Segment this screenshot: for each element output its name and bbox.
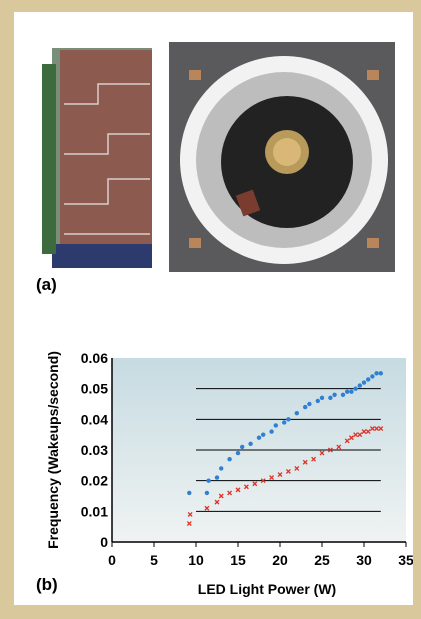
- data-point-blue: [214, 475, 220, 480]
- data-point-red: [319, 450, 325, 456]
- x-tick-label: 0: [108, 552, 116, 568]
- x-tick-label: 35: [398, 552, 413, 568]
- y-axis-label: Frequency (Wakeups/second): [45, 351, 61, 549]
- x-tick-label: 5: [150, 552, 158, 568]
- y-tick-label: 0.06: [81, 350, 108, 366]
- data-point-blue: [227, 457, 232, 462]
- data-point-red: [227, 490, 233, 496]
- data-point-blue: [345, 389, 350, 394]
- data-point-red: [357, 432, 363, 438]
- data-point-red: [336, 444, 342, 450]
- x-axis-label: LED Light Power (W): [198, 581, 336, 597]
- data-point-blue: [374, 371, 379, 376]
- solar-cell-photo: [42, 48, 152, 268]
- frequency-vs-power-chart: 00.010.020.030.040.050.060 5 10 15 20 25 30 35 …: [45, 350, 413, 597]
- data-point-blue: [303, 404, 308, 410]
- x-tick-label: 30: [356, 552, 372, 568]
- y-tick-label: 0.04: [81, 411, 108, 427]
- data-point-red: [369, 426, 375, 431]
- data-point-red: [353, 432, 359, 438]
- data-point-blue: [370, 374, 375, 379]
- data-point-red: [277, 472, 283, 477]
- data-point-blue: [256, 435, 262, 440]
- data-point-red: [260, 478, 266, 484]
- data-point-blue: [378, 371, 383, 376]
- data-point-red: [344, 438, 350, 444]
- data-point-red: [374, 426, 380, 431]
- data-point-red: [269, 475, 275, 481]
- data-point-red: [378, 426, 384, 431]
- data-point-red: [235, 487, 241, 493]
- data-point-blue: [315, 398, 320, 404]
- data-point-red: [243, 484, 249, 490]
- data-point-blue: [366, 377, 371, 382]
- data-point-red: [348, 435, 354, 441]
- x-tick-label: 25: [314, 552, 330, 568]
- data-point-blue: [286, 417, 291, 422]
- x-tick-label: 15: [230, 552, 246, 568]
- data-point-blue: [307, 401, 312, 407]
- data-point-red: [302, 459, 308, 465]
- data-point-blue: [353, 386, 358, 391]
- data-point-blue: [273, 423, 278, 428]
- data-point-red: [218, 493, 224, 499]
- data-point-red: [327, 447, 333, 453]
- data-point-blue: [219, 466, 224, 471]
- led-light-source-photo: [169, 42, 395, 272]
- data-point-red: [311, 456, 317, 462]
- data-point-blue: [328, 395, 333, 401]
- data-point-blue: [349, 389, 354, 394]
- data-point-blue: [235, 450, 241, 456]
- data-point-blue: [206, 478, 211, 483]
- data-point-red: [285, 469, 291, 474]
- figure: (a) 0 0.01 0.02 0.03 0.04 0.05 0.06 0 5 10 15 20 25 3…: [14, 12, 413, 605]
- data-point-red: [365, 429, 371, 435]
- data-point-blue: [204, 490, 210, 496]
- panel-a-label: (a): [36, 275, 57, 294]
- data-point-red: [204, 505, 210, 511]
- y-tick-label: 0.03: [81, 442, 108, 458]
- data-point-blue: [319, 395, 325, 401]
- data-point-red: [294, 465, 300, 471]
- data-point-red: [252, 481, 258, 487]
- y-tick-label: 0.05: [81, 381, 108, 397]
- data-point-blue: [187, 490, 192, 496]
- data-point-blue: [261, 432, 266, 437]
- y-tick-label: 0: [100, 534, 108, 550]
- data-point-blue: [294, 411, 299, 416]
- data-point-blue: [357, 383, 362, 388]
- data-point-red: [187, 511, 193, 517]
- data-point-blue: [340, 392, 346, 397]
- data-point-blue: [361, 380, 367, 385]
- data-point-blue: [332, 392, 337, 397]
- x-tick-label: 20: [272, 552, 288, 568]
- x-tick-label: 10: [188, 552, 204, 568]
- data-point-blue: [282, 420, 287, 425]
- panel-b-label: (b): [36, 575, 58, 594]
- y-tick-label: 0.02: [81, 473, 108, 489]
- data-point-red: [361, 429, 367, 435]
- data-point-red: [186, 521, 192, 527]
- data-point-blue: [240, 444, 245, 450]
- data-point-blue: [248, 441, 253, 447]
- y-tick-label: 0.01: [81, 503, 108, 519]
- data-point-blue: [269, 429, 274, 434]
- data-point-red: [214, 499, 220, 505]
